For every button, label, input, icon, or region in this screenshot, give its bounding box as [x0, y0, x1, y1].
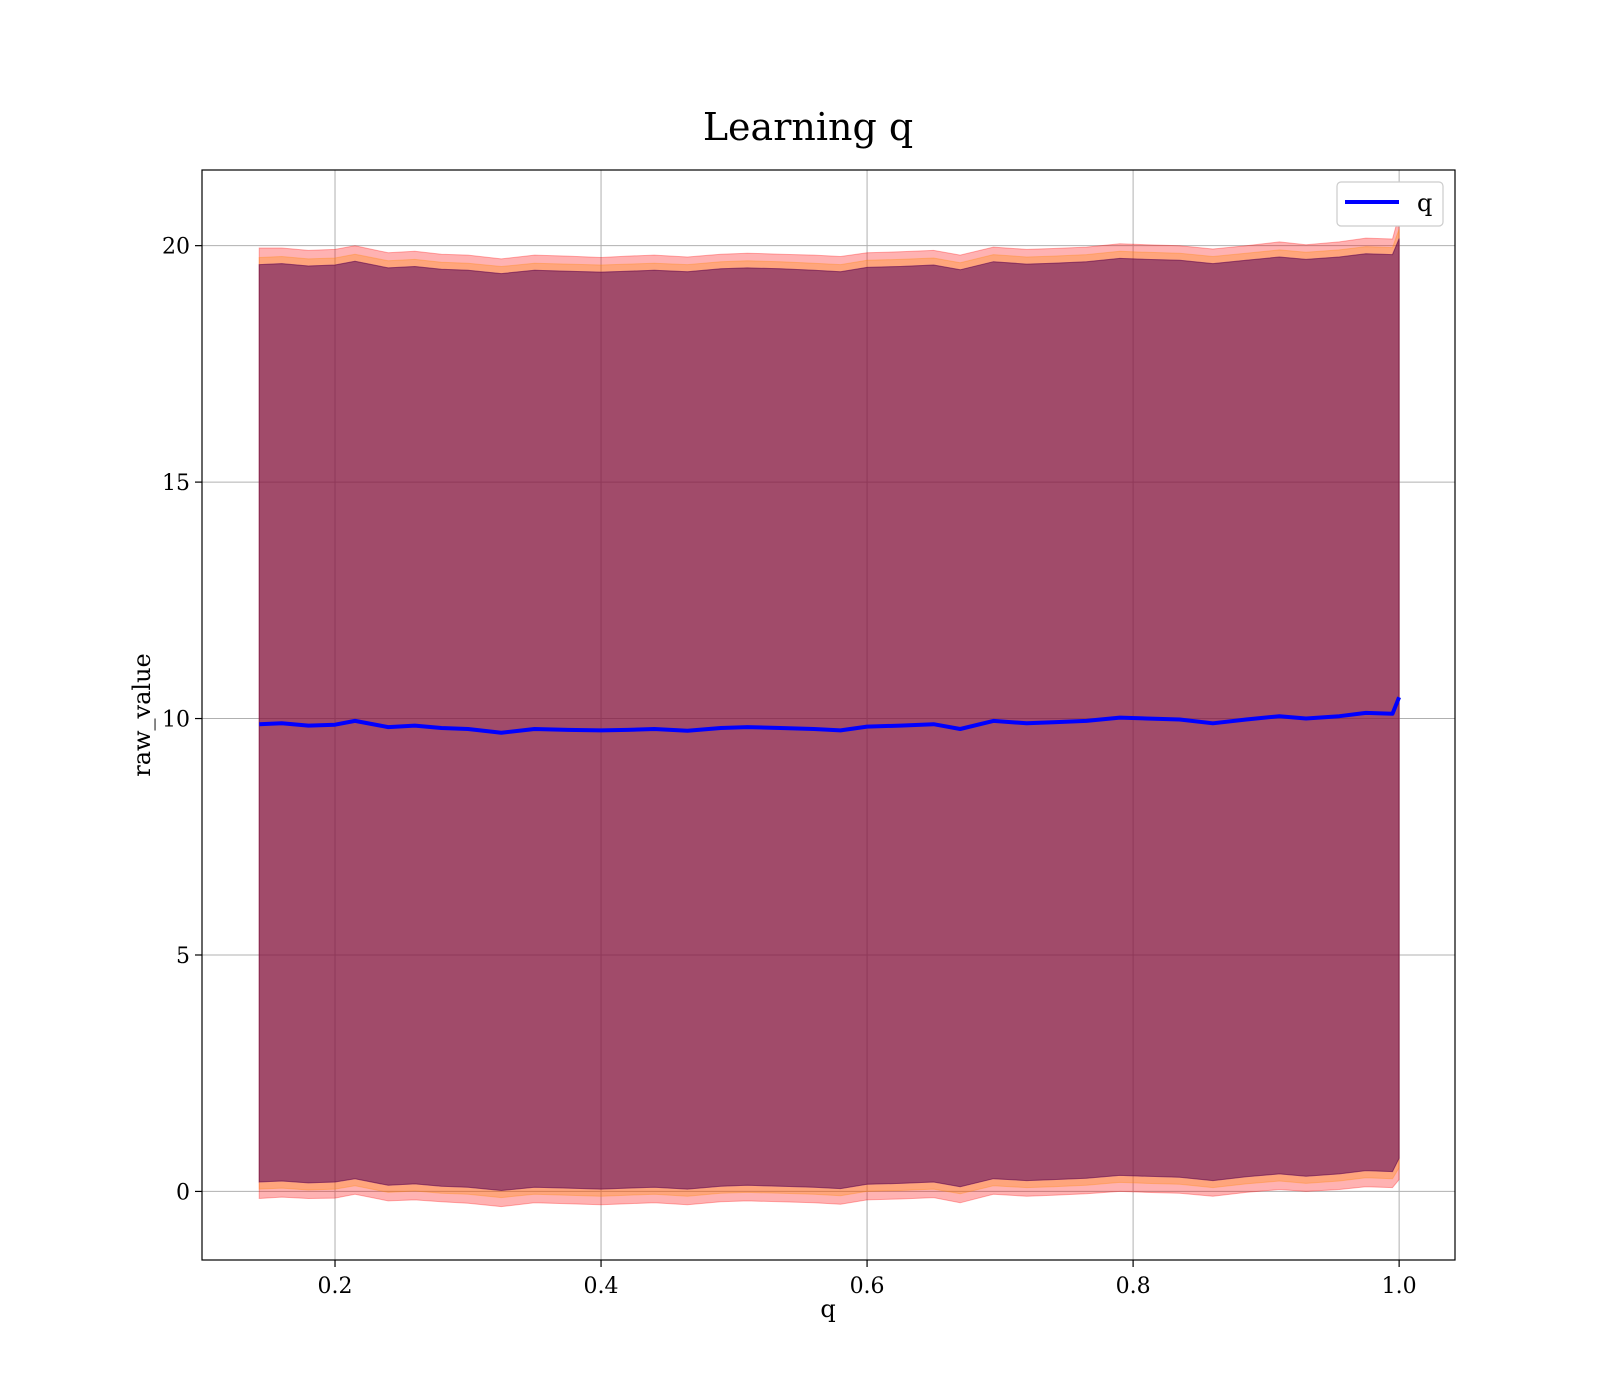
confidence-band: [258, 238, 1400, 1192]
chart-title: Learning q: [703, 105, 913, 149]
confidence-band: [258, 214, 1400, 1208]
x-ticks: 0.2 0.4 0.6 0.8 1.0: [318, 1260, 1417, 1299]
x-tick-label: 1.0: [1382, 1274, 1417, 1299]
x-tick-label: 0.6: [850, 1274, 885, 1299]
bands: [258, 214, 1400, 1208]
x-tick-label: 0.8: [1116, 1274, 1151, 1299]
legend: q: [1336, 181, 1444, 227]
y-tick-label: 10: [162, 708, 190, 733]
y-tick-label: 0: [176, 1180, 190, 1205]
x-tick-label: 0.2: [318, 1274, 353, 1299]
x-axis-label: q: [820, 1295, 835, 1323]
y-tick-label: 20: [162, 235, 190, 260]
x-tick-label: 0.4: [584, 1274, 619, 1299]
y-ticks: 0 5 10 15 20: [162, 235, 202, 1205]
y-tick-label: 15: [162, 471, 190, 496]
y-axis-label: raw_value: [128, 653, 156, 777]
plot-frame: [201, 169, 1456, 1261]
grid: [202, 170, 1455, 1260]
series-lines: [259, 696, 1401, 735]
confidence-band: [258, 228, 1400, 1199]
confidence-band: [258, 238, 1400, 1192]
legend-label-q: q: [1417, 189, 1432, 217]
y-tick-label: 5: [176, 944, 190, 969]
series-line-q: [259, 696, 1401, 735]
